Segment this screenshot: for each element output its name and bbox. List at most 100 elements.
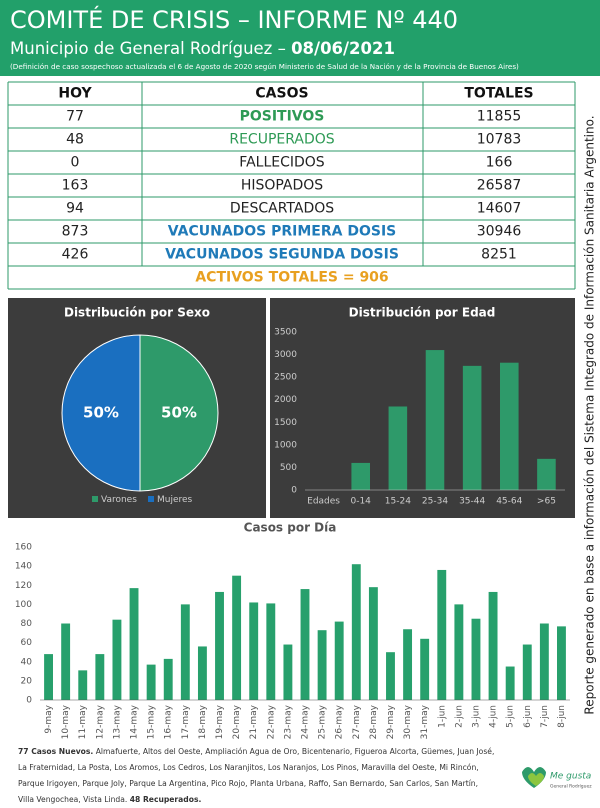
legend-swatch [148,496,154,502]
footer-text: 77 Casos Nuevos. Almafuerte, Altos del O… [18,744,496,808]
x-tick-label: 15-24 [385,497,411,507]
x-axis-label: Edades [307,497,340,507]
x-tick-label: 35-44 [459,497,485,507]
bar [266,603,276,700]
y-tick-label: 0 [26,696,32,706]
caso-cell: RECUPERADOS [229,132,334,148]
x-tick-label: 15-may [147,704,157,739]
legend-label: Varones [101,495,137,505]
logo-name: Me gusta [550,772,591,782]
x-tick-label: 12-may [95,704,105,739]
x-tick-label: 23-may [283,704,293,739]
bar [505,666,515,700]
header-band [0,0,600,76]
hoy-cell: 163 [62,178,89,194]
hoy-cell: 94 [66,201,84,217]
note: (Definición de caso sospechoso actualiza… [10,62,519,71]
y-tick-label: 3500 [274,328,297,338]
x-tick-label: 30-may [403,704,413,739]
bar [146,664,156,700]
logo-tagline: General Rodríguez [550,783,592,790]
y-tick-label: 120 [15,581,32,591]
x-tick-label: 11-may [78,704,88,739]
date: 08/06/2021 [291,39,395,58]
bar [351,564,361,700]
table-header: CASOS [255,86,308,102]
y-tick-label: 140 [15,562,32,572]
bar [454,604,464,700]
y-tick-label: 1000 [274,440,297,450]
x-tick-label: 26-may [335,704,345,739]
bar [539,623,549,700]
x-tick-label: 20-may [232,704,242,739]
x-tick-label: 13-may [112,704,122,739]
x-tick-label: 0-14 [350,497,371,507]
x-tick-label: 25-may [318,704,328,739]
x-tick-label: 2-jun [454,705,464,728]
y-tick-label: 20 [21,676,33,686]
pie-slice [61,334,141,492]
y-tick-label: 160 [15,543,32,553]
hoy-cell: 77 [66,109,84,125]
x-tick-label: 31-may [420,704,430,739]
hoy-cell: 48 [66,132,84,148]
total-cell: 11855 [477,109,522,125]
bar [557,626,566,700]
bar [78,670,88,700]
y-tick-label: 3000 [274,350,297,360]
chart-title: Casos por Día [244,521,337,535]
bar [425,350,445,490]
bar [112,619,122,700]
bar [351,462,370,490]
total-cell: 30946 [477,224,522,240]
legend-swatch [92,496,98,502]
total-cell: 166 [486,155,513,171]
slice-label: 50% [161,404,197,422]
bar [403,629,413,700]
caso-cell: DESCARTADOS [230,201,334,217]
y-tick-label: 40 [21,657,33,667]
x-tick-label: 6-jun [523,705,533,728]
hoy-cell: 0 [71,155,80,171]
bar [522,644,532,700]
logo: Me gusta General Rodríguez [522,767,592,790]
chart-title: Distribución por Sexo [64,306,210,320]
bar [61,623,71,700]
bar [368,587,378,700]
bar [197,646,207,700]
total-cell: 26587 [477,178,522,194]
x-tick-label: 21-may [249,704,259,739]
x-tick-label: 24-may [301,704,311,739]
x-tick-label: >65 [537,497,556,507]
bar [95,654,105,700]
y-tick-label: 80 [21,619,33,629]
new-cases: 77 Casos Nuevos. [18,747,94,756]
bar [462,365,482,490]
x-tick-label: 22-may [266,704,276,739]
x-tick-label: 7-jun [540,705,550,728]
y-tick-label: 500 [280,463,297,473]
bar [232,575,242,700]
total-cell: 10783 [477,132,522,148]
bar [317,630,327,700]
legend-label: Mujeres [157,495,193,505]
bar [420,638,430,700]
bar [180,604,190,700]
bar [386,652,395,700]
pie-slice [139,334,219,492]
caso-cell: POSITIVOS [240,109,325,125]
y-tick-label: 2500 [274,373,297,383]
x-tick-label: 29-may [386,704,396,739]
caso-cell: HISOPADOS [241,178,323,194]
bar [215,591,224,700]
x-tick-label: 14-may [130,704,140,739]
caso-cell: VACUNADOS PRIMERA DOSIS [168,224,397,240]
x-tick-label: 28-may [369,704,379,739]
bar [334,621,344,700]
bar [44,654,53,700]
x-tick-label: 45-64 [496,497,522,507]
y-tick-label: 100 [15,600,32,610]
x-tick-label: 1-jun [437,705,447,728]
caso-cell: FALLECIDOS [239,155,324,171]
x-tick-label: 25-34 [422,497,448,507]
